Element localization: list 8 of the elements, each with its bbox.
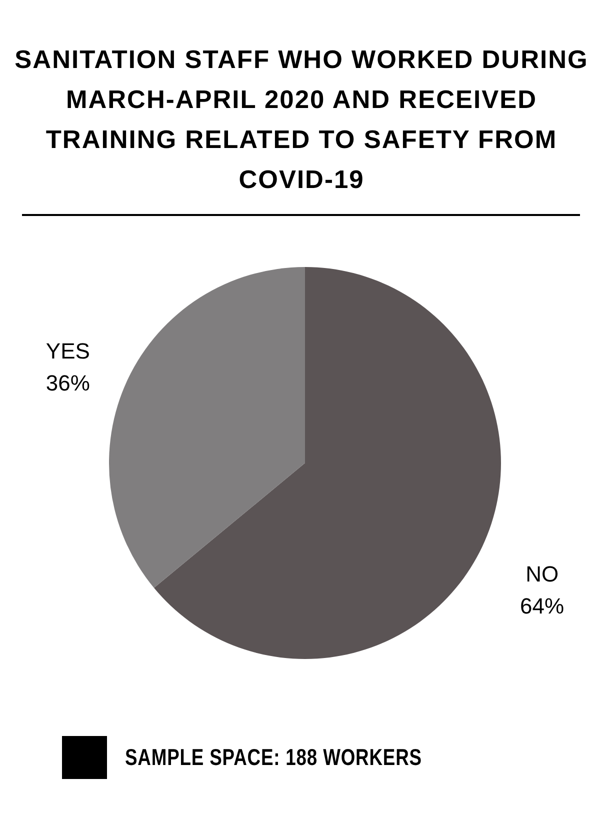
- pie-slice: [154, 267, 501, 659]
- chart-title: SANITATION STAFF WHO WORKED DURING MARCH-APRIL 2020 AND RECEIVED TRAINING RELATED TO SAFETY FROM COVID-19: [14, 45, 590, 196]
- data-label: 64%: [520, 594, 564, 619]
- pie-slice: [109, 267, 305, 588]
- slice-label: YES: [46, 338, 90, 364]
- slice-label: NO: [526, 562, 559, 587]
- text: SAMPLE SPACE: 188 WORKERS: [125, 744, 422, 770]
- data-label: 36%: [46, 370, 90, 396]
